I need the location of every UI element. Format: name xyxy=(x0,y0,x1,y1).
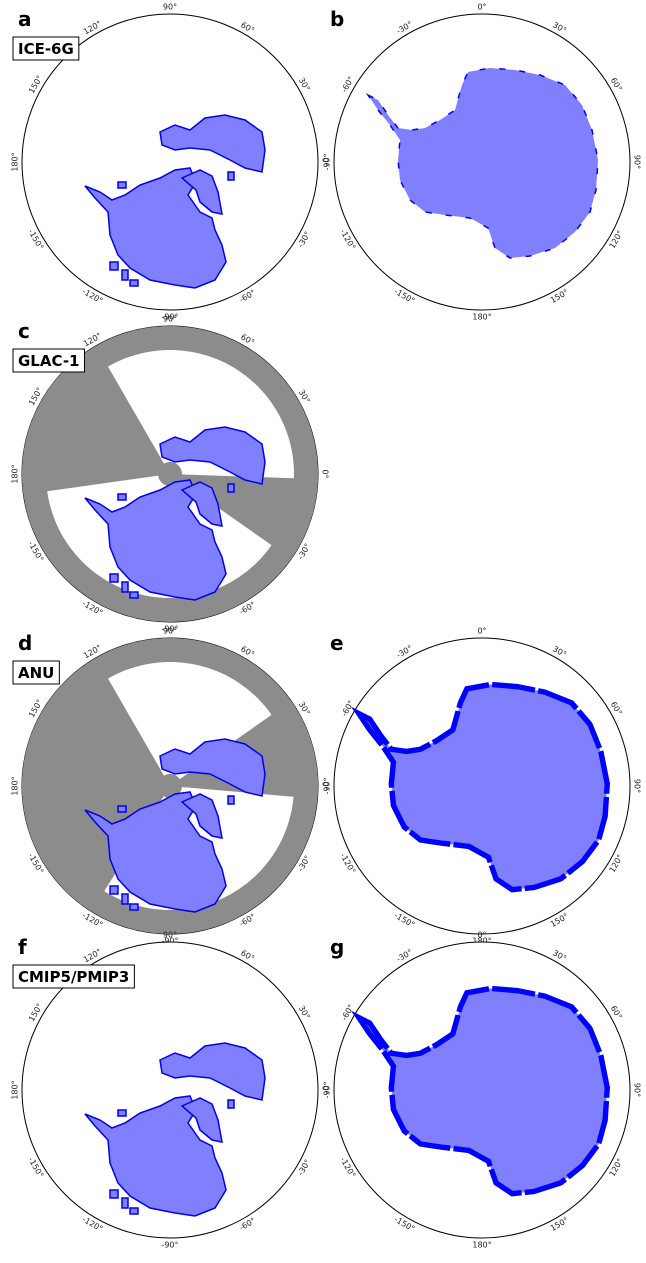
longitude-label: 0° xyxy=(321,1085,330,1094)
panel-letter: g xyxy=(330,935,344,959)
longitude-label: 0° xyxy=(321,781,330,790)
longitude-label: 90° xyxy=(633,155,642,169)
mask-pole xyxy=(158,774,182,798)
label-box xyxy=(12,660,60,685)
longitude-label: -90° xyxy=(161,625,178,634)
longitude-label: 180° xyxy=(11,464,20,483)
longitude-label: 90° xyxy=(633,779,642,793)
panel-letter: f xyxy=(18,935,27,959)
longitude-label: -90° xyxy=(323,1081,332,1098)
longitude-label: -90° xyxy=(323,153,332,170)
longitude-label: -90° xyxy=(161,313,178,322)
longitude-label: 90° xyxy=(633,1083,642,1097)
panel-letter: b xyxy=(330,7,344,31)
longitude-label: 180° xyxy=(472,313,491,322)
panel-letter: c xyxy=(18,319,30,343)
longitude-label: 180° xyxy=(472,1241,491,1250)
panel-letter: a xyxy=(18,7,32,31)
panel-label: ICE-6G xyxy=(18,40,74,58)
longitude-label: 0° xyxy=(321,469,330,478)
longitude-label: 90° xyxy=(163,931,177,940)
longitude-label: 180° xyxy=(11,1080,20,1099)
longitude-label: 180° xyxy=(11,152,20,171)
longitude-label: 90° xyxy=(163,315,177,324)
label-box xyxy=(12,36,80,61)
panel-label: CMIP5/PMIP3 xyxy=(18,968,129,986)
longitude-label: 90° xyxy=(163,3,177,12)
longitude-label: 0° xyxy=(321,157,330,166)
label-box xyxy=(12,964,135,989)
longitude-label: 0° xyxy=(477,3,486,12)
mask-wedge xyxy=(22,657,171,912)
longitude-label: -90° xyxy=(161,1241,178,1250)
map-frame xyxy=(21,941,319,1239)
panel-label: GLAC-1 xyxy=(18,352,80,370)
panel-letter: e xyxy=(330,631,344,655)
longitude-label: 180° xyxy=(11,776,20,795)
longitude-label: -90° xyxy=(161,937,178,946)
panel-letter: d xyxy=(18,631,32,655)
map-frame xyxy=(21,13,319,311)
longitude-label: 180° xyxy=(472,937,491,946)
longitude-label: 0° xyxy=(477,627,486,636)
longitude-label: -90° xyxy=(323,777,332,794)
longitude-label: 90° xyxy=(163,627,177,636)
longitude-label: 0° xyxy=(477,931,486,940)
mask-wedge xyxy=(22,345,170,495)
label-box xyxy=(12,348,85,373)
mask-pole xyxy=(158,462,182,486)
panel-label: ANU xyxy=(18,664,54,682)
